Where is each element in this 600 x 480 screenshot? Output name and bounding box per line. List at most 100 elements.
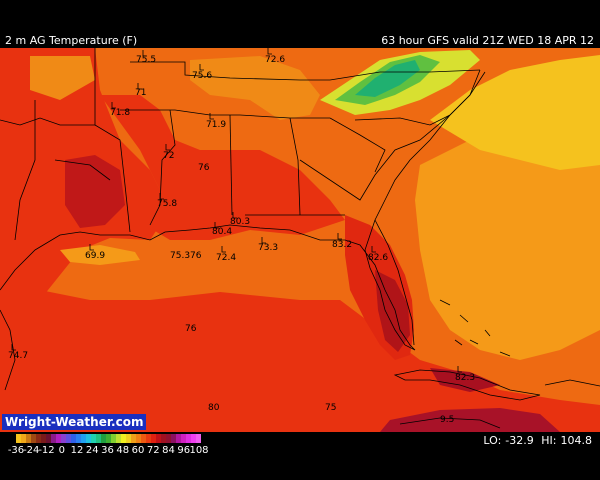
color-scale-bar xyxy=(16,434,201,443)
station-value: 76 xyxy=(190,251,202,261)
lo-label: LO: xyxy=(483,434,502,447)
scale-tick-label: 36 xyxy=(101,445,114,456)
color-swatch xyxy=(181,434,186,443)
scale-tick-label: 48 xyxy=(116,445,130,456)
color-swatch xyxy=(36,434,41,443)
color-swatch xyxy=(141,434,146,443)
scale-tick-label: -36 xyxy=(7,445,25,456)
color-swatch xyxy=(46,434,51,443)
color-swatch xyxy=(146,434,151,443)
scale-tick-label: -12 xyxy=(38,445,55,456)
color-swatch xyxy=(66,434,71,443)
station-value: 69.9 xyxy=(85,251,105,261)
color-swatch xyxy=(186,434,191,443)
color-swatch xyxy=(86,434,91,443)
temp-field-red-gulf xyxy=(0,290,600,432)
color-swatch xyxy=(111,434,116,443)
hi-label: HI: xyxy=(541,434,557,447)
color-swatch xyxy=(151,434,156,443)
temp-field-yellow-atlantic xyxy=(430,55,600,170)
color-swatch xyxy=(16,434,21,443)
temperature-map: 75.5 75.6 72.6 71 71.8 71.9 72 76 75.8 8… xyxy=(0,48,600,432)
station-value: 82.6 xyxy=(368,253,388,263)
color-scale-legend: -36 -24 -12 0 12 24 36 48 60 72 84 96 108 LO: -32.9 H… xyxy=(0,432,600,480)
scale-tick-label: 108 xyxy=(189,445,209,456)
station-value: 71.8 xyxy=(110,108,130,118)
color-swatch xyxy=(21,434,26,443)
temp-field-dark-south xyxy=(380,408,560,432)
scale-tick-label: 60 xyxy=(131,445,145,456)
color-swatch xyxy=(136,434,141,443)
color-swatch xyxy=(101,434,106,443)
scale-tick-label: 0 xyxy=(58,445,65,456)
temp-field-maroon-texas xyxy=(65,155,125,228)
station-value: 80.3 xyxy=(230,217,250,227)
station-value: 75.8 xyxy=(157,199,177,209)
color-swatch xyxy=(156,434,161,443)
color-swatch xyxy=(91,434,96,443)
temp-field-teal-appalachians xyxy=(355,60,420,97)
color-swatch xyxy=(161,434,166,443)
station-value: 72 xyxy=(163,151,174,161)
scale-tick-label: 24 xyxy=(85,445,99,456)
color-swatch xyxy=(96,434,101,443)
station-value: 83.2 xyxy=(332,240,352,250)
station-value: 80.4 xyxy=(212,227,232,237)
color-swatch xyxy=(26,434,31,443)
station-markers xyxy=(11,48,462,373)
station-value: 80 xyxy=(208,403,220,413)
color-swatch xyxy=(56,434,61,443)
temp-field-orange-se-blob xyxy=(510,222,542,252)
color-swatch xyxy=(51,434,56,443)
temp-field-orange-gulf-patch xyxy=(60,245,140,265)
station-values: 75.5 75.6 72.6 71 71.8 71.9 72 76 75.8 8… xyxy=(8,55,475,425)
lo-value: -32.9 xyxy=(505,434,534,447)
scale-tick-label: 72 xyxy=(146,445,160,456)
temp-field-orange-northwest xyxy=(30,56,95,100)
station-value: 75.6 xyxy=(192,71,212,81)
station-value: 82.3 xyxy=(455,373,475,383)
station-value: 71.9 xyxy=(206,120,226,130)
station-value: 75.3 xyxy=(170,251,190,261)
color-swatch xyxy=(191,434,196,443)
color-swatch xyxy=(41,434,46,443)
color-swatch xyxy=(121,434,126,443)
field-title: 2 m AG Temperature (F) xyxy=(5,34,138,47)
temp-field-maroon-cuba xyxy=(430,368,500,392)
station-value: 75 xyxy=(325,403,336,413)
scale-tick-label: 84 xyxy=(162,445,175,456)
station-value: 76 xyxy=(198,163,210,173)
site-branding: Wright-Weather.com xyxy=(2,414,147,430)
hi-value: 104.8 xyxy=(560,434,593,447)
color-swatch xyxy=(176,434,181,443)
color-swatch xyxy=(166,434,171,443)
scale-tick-label: 12 xyxy=(70,445,84,456)
color-swatch xyxy=(31,434,36,443)
station-value: 76 xyxy=(185,324,197,334)
color-swatch xyxy=(196,434,201,443)
color-swatch xyxy=(126,434,131,443)
station-value: 71 xyxy=(135,88,146,98)
color-swatch xyxy=(116,434,121,443)
station-value: 9.5 xyxy=(440,415,454,425)
forecast-valid-time: 63 hour GFS valid 21Z WED 18 APR 12 xyxy=(381,34,594,47)
scale-tick-label: -24 xyxy=(23,445,40,456)
station-value: 75.5 xyxy=(136,55,156,65)
color-swatch xyxy=(131,434,136,443)
station-value: 73.3 xyxy=(258,243,278,253)
color-swatch xyxy=(81,434,86,443)
color-swatch xyxy=(71,434,76,443)
color-swatch xyxy=(76,434,81,443)
geo-boundaries xyxy=(0,48,600,429)
temp-field-orange-north xyxy=(190,56,320,120)
station-value: 72.4 xyxy=(216,253,236,263)
station-value: 74.7 xyxy=(8,351,28,361)
scale-tick-label: 96 xyxy=(177,445,191,456)
lo-hi-stats: LO: -32.9 HI: 104.8 xyxy=(479,434,592,447)
map-header: 2 m AG Temperature (F) 63 hour GFS valid… xyxy=(0,0,600,48)
color-swatch xyxy=(106,434,111,443)
color-swatch xyxy=(171,434,176,443)
station-value: 72.6 xyxy=(265,55,285,65)
temp-field-red-central xyxy=(100,95,345,240)
